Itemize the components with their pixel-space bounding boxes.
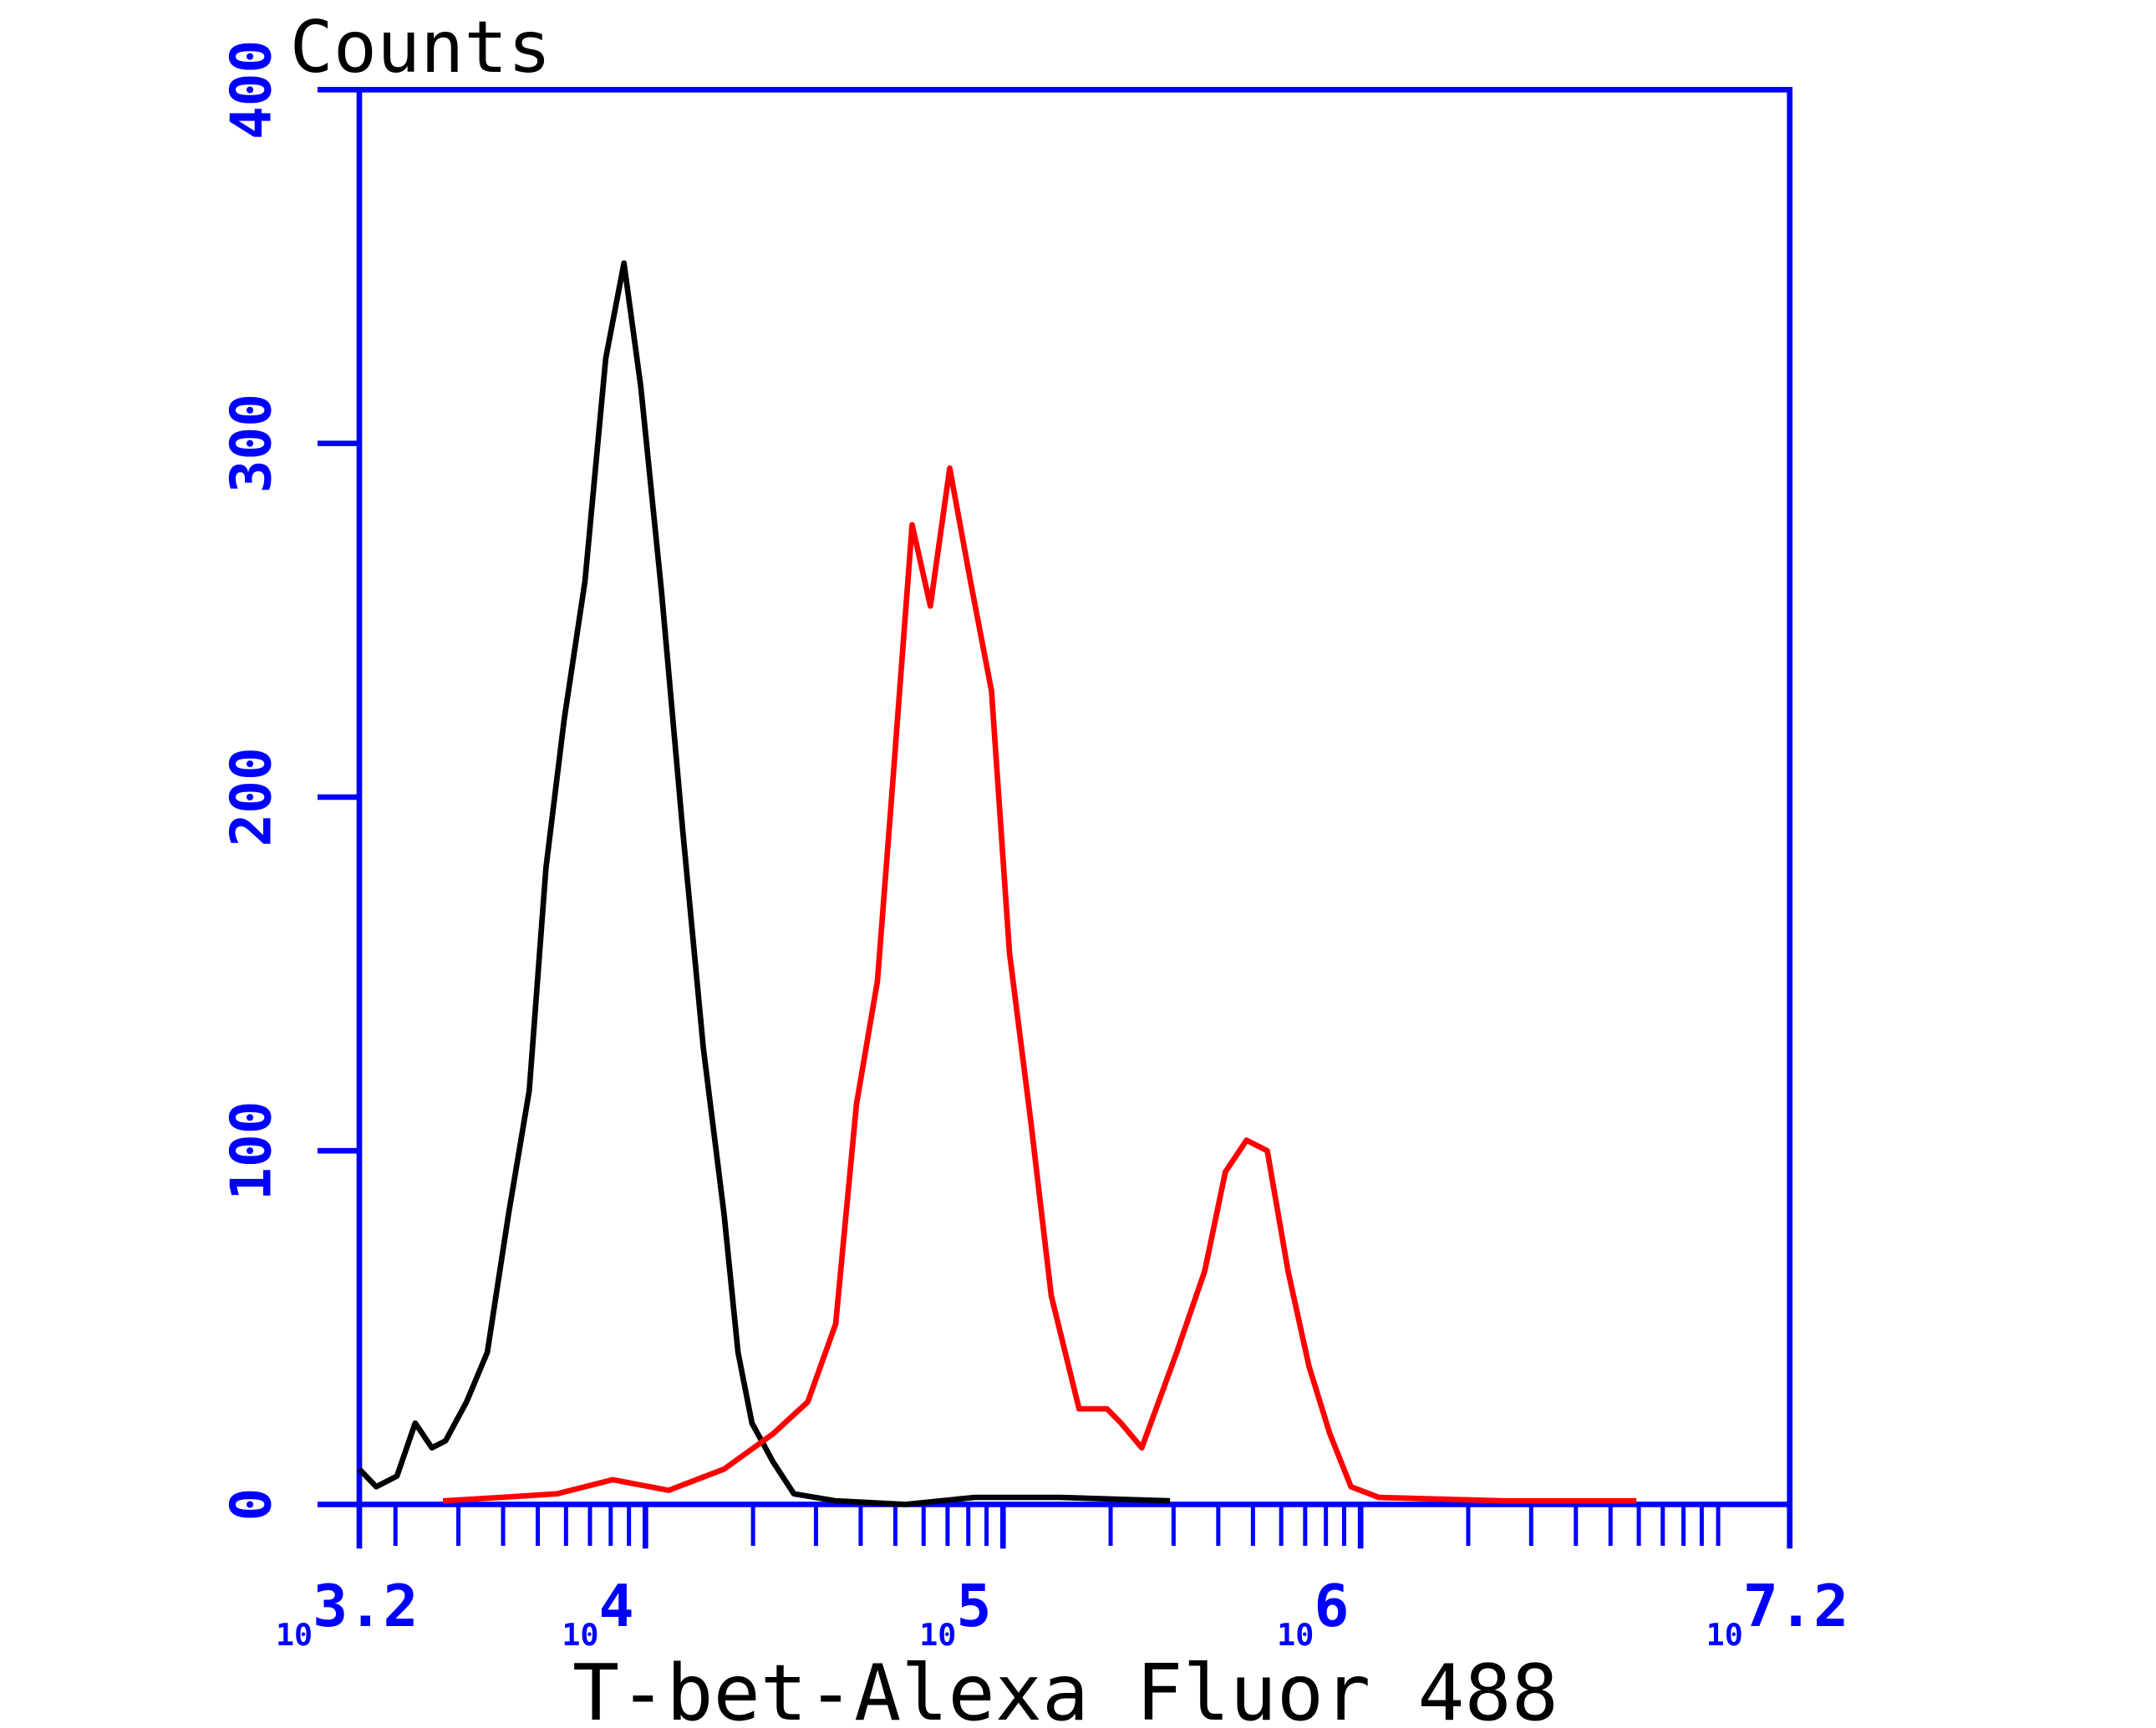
x-tick-base: 10: [1706, 1617, 1743, 1653]
x-tick-base: 10: [919, 1617, 956, 1653]
y-tick-label: 0: [218, 1488, 283, 1522]
x-tick-exponent: 7.2: [1743, 1573, 1848, 1640]
x-tick-exponent: 5: [956, 1573, 991, 1640]
plot-frame: [356, 87, 1792, 1507]
x-tick-exponent: 4: [598, 1573, 633, 1640]
y-axis-label: Counts: [290, 6, 552, 89]
y-tick-label: 400: [218, 40, 283, 140]
x-tick-base: 10: [562, 1617, 598, 1653]
x-tick-exponent: 6: [1314, 1573, 1349, 1640]
x-tick-base: 10: [276, 1617, 313, 1653]
x-tick-label: 105: [919, 1573, 991, 1653]
x-tick-label: 107.2: [1706, 1573, 1849, 1653]
histogram-line: [357, 260, 1171, 1507]
y-tick-label: 200: [218, 747, 283, 846]
y-tick-label: 300: [218, 394, 283, 493]
x-tick-label: 104: [562, 1573, 633, 1653]
x-tick-base: 10: [1277, 1617, 1314, 1653]
histogram-line: [442, 465, 1637, 1504]
x-tick-label: 103.2: [276, 1573, 419, 1653]
x-axis-label: T-bet-Alexa Fluor 488: [572, 1648, 1559, 1728]
x-tick-exponent: 3.2: [313, 1573, 418, 1640]
y-tick-label: 100: [218, 1100, 283, 1200]
x-tick-label: 106: [1277, 1573, 1349, 1653]
